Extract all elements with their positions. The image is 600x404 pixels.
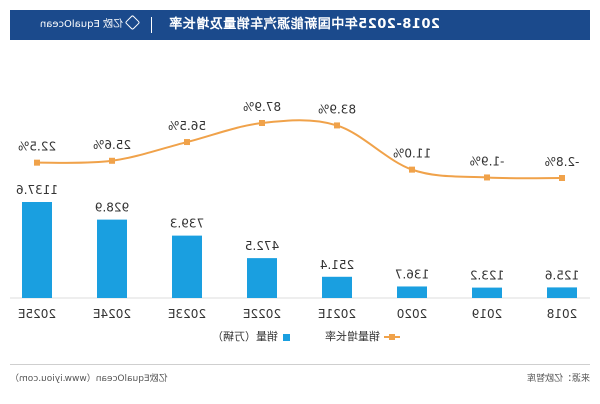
growth-line	[36, 119, 563, 180]
growth-marker-2023E	[184, 139, 190, 146]
x-tick-label: 2022E	[243, 307, 281, 321]
bar-2024E	[97, 219, 127, 298]
growth-value-label: 25.6%	[93, 138, 131, 152]
brand-mark-icon	[124, 14, 141, 31]
growth-markers	[34, 120, 565, 181]
growth-value-label: 87.9%	[243, 100, 281, 114]
growth-marker-2022E	[259, 120, 265, 126]
data-labels: 125.6 2018 -2.8% 123.2 2019 -1.9% 136.7 2020 11.…	[16, 100, 579, 321]
bar-value-label: 472.5	[245, 239, 279, 253]
footer-source: 来源：亿欧智库	[526, 374, 590, 384]
footer-divider	[10, 364, 590, 365]
bar-value-label: 136.7	[395, 267, 429, 281]
growth-value-label: -2.8%	[545, 155, 580, 169]
bar-value-label: 928.9	[95, 201, 129, 215]
bar-value-label: 123.2	[470, 269, 504, 283]
growth-value-label: 83.9%	[318, 102, 356, 116]
sales-chart: 125.6 2018 -2.8% 123.2 2019 -1.9% 136.7 2020 11.…	[10, 100, 590, 321]
x-tick-label: 2024E	[93, 307, 131, 321]
title-bar: 2018-2025年中国新能源汽车销量及增长率 亿欧 EqualOcean	[10, 10, 590, 40]
bar-2022E	[247, 258, 277, 298]
x-tick-label: 2023E	[168, 307, 206, 321]
x-tick-label: 2018	[547, 307, 578, 321]
legend: 销量增长率 销量（万辆）	[0, 328, 600, 346]
growth-value-label: 56.5%	[168, 119, 206, 133]
bar-value-label: 739.3	[170, 217, 204, 231]
growth-marker-2021E	[334, 122, 340, 129]
x-tick-label: 2021E	[318, 307, 356, 321]
bar-value-label: 1137.6	[16, 183, 58, 197]
bar-2025E	[22, 202, 52, 298]
bar-2020	[397, 286, 427, 298]
legend-growth-label: 销量增长率	[325, 330, 380, 343]
growth-marker-2020	[409, 166, 415, 173]
growth-marker-2024E	[109, 157, 115, 164]
x-tick-label: 2019	[472, 307, 503, 321]
legend-growth: 销量增长率	[325, 328, 400, 346]
growth-value-label: 22.5%	[18, 140, 56, 154]
bar-value-label: 125.6	[545, 268, 579, 282]
legend-sales-label: 销量（万辆）	[212, 330, 278, 343]
legend-sales: 销量（万辆）	[212, 328, 290, 346]
bar-2018	[547, 287, 577, 298]
growth-marker-2019	[484, 174, 490, 181]
growth-value-label: -1.9%	[470, 154, 505, 168]
bar-2021E	[322, 276, 352, 298]
bar-2019	[472, 287, 502, 298]
footer-credit: 亿欧EqualOcean（www.iyiou.com）	[10, 374, 168, 384]
bar-value-label: 251.4	[320, 258, 354, 272]
page-title: 2018-2025年中国新能源汽车销量及增长率	[168, 17, 440, 32]
brand-name: 亿欧	[103, 19, 123, 30]
x-tick-label: 2020	[397, 307, 428, 321]
bar-2023E	[172, 235, 202, 298]
x-tick-label: 2025E	[18, 307, 56, 321]
legend-line-icon	[384, 336, 400, 338]
brand-site: EqualOcean	[39, 19, 100, 30]
growth-marker-2025E	[34, 159, 40, 166]
title-divider	[151, 17, 152, 33]
legend-square-icon	[283, 333, 290, 341]
bar-series	[22, 202, 577, 298]
growth-marker-2018	[559, 175, 565, 181]
brand-logo: 亿欧 EqualOcean	[39, 10, 141, 40]
growth-value-label: 11.0%	[393, 147, 431, 161]
